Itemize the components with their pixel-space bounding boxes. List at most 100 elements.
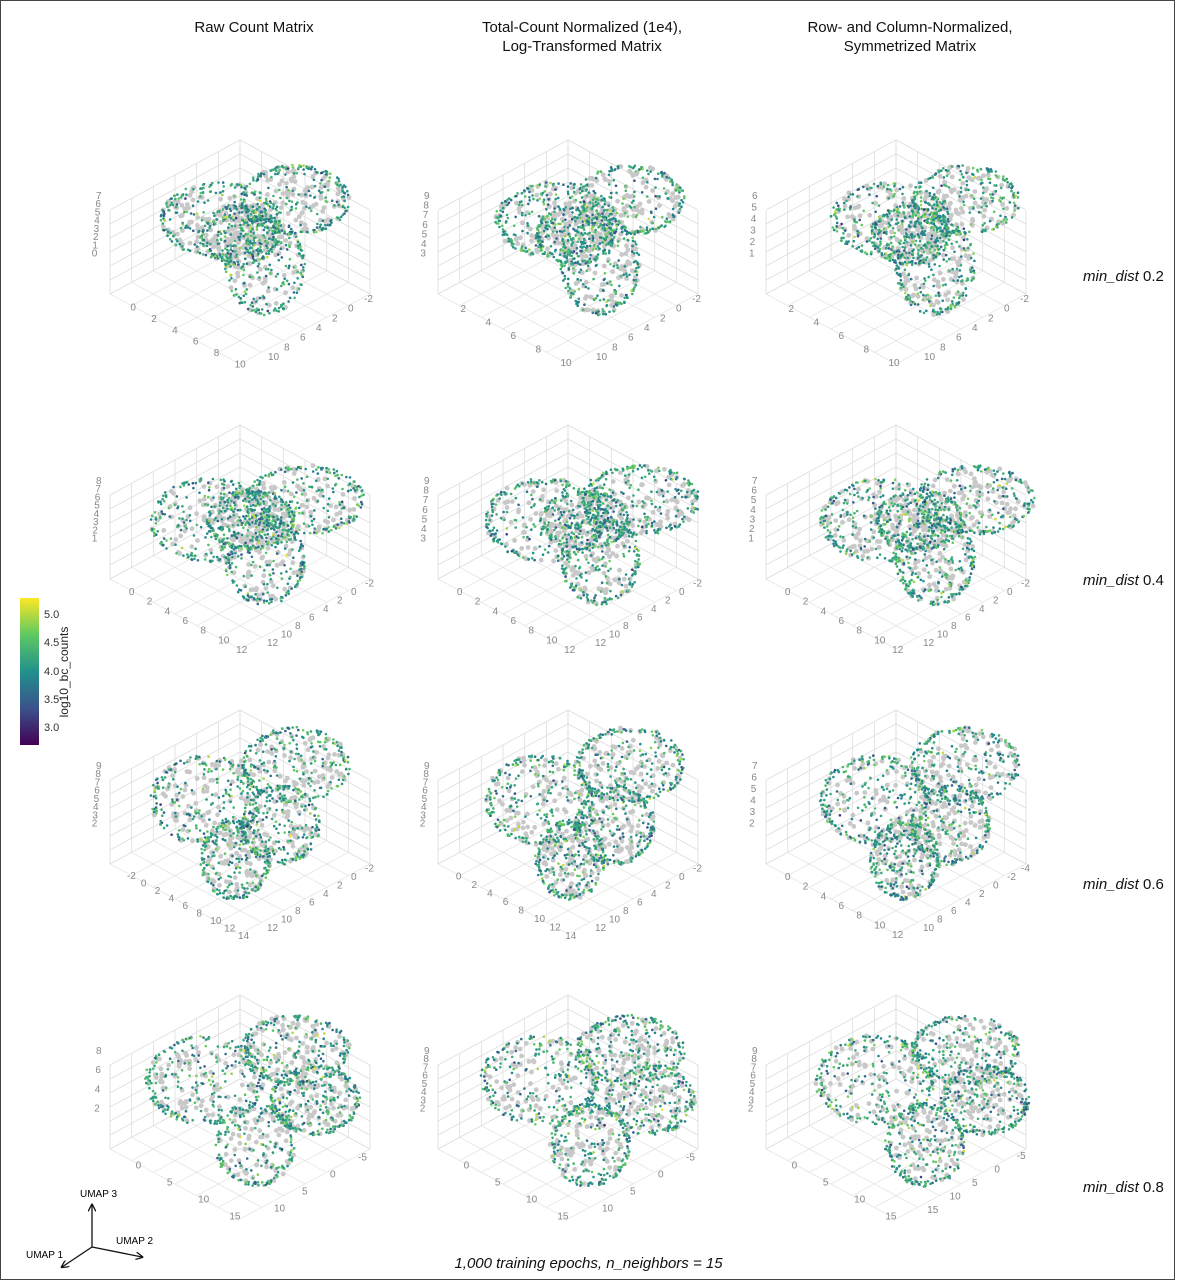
scatter-point	[179, 486, 182, 489]
scatter-point	[229, 273, 232, 276]
scatter-point	[185, 188, 188, 191]
scatter-point	[601, 236, 604, 239]
scatter-point	[626, 275, 629, 278]
scatter-point	[676, 183, 679, 186]
row-label-param: min_dist	[1083, 572, 1139, 589]
scatter-point	[991, 193, 994, 196]
scatter-point-null	[267, 303, 272, 308]
scatter-point	[301, 249, 304, 252]
scatter-point	[911, 254, 914, 257]
scatter-point	[664, 220, 667, 223]
scatter-point	[958, 245, 961, 248]
scatter-point-null	[640, 208, 645, 213]
scatter-point	[934, 215, 937, 218]
scatter-point	[251, 276, 254, 279]
scatter-point	[272, 473, 275, 476]
x-tick-label: 4	[172, 325, 178, 336]
scatter-point	[586, 221, 589, 224]
z-tick-label: 4	[751, 214, 757, 225]
scatter-point-null	[916, 294, 921, 299]
scatter-point-null	[310, 185, 315, 190]
scatter-point	[267, 286, 270, 289]
scatter-point	[937, 252, 940, 255]
scatter-point	[163, 500, 166, 503]
scatter-point	[555, 259, 558, 262]
scatter-point	[989, 182, 992, 185]
scatter-point	[189, 227, 192, 230]
scatter-point	[573, 290, 576, 293]
scatter-point	[962, 294, 965, 297]
scatter-point	[174, 198, 177, 201]
scatter-point	[888, 212, 891, 215]
scatter-point-null	[273, 597, 278, 602]
scatter-point	[924, 230, 927, 233]
scatter-point	[560, 268, 563, 271]
scatter-point	[578, 209, 581, 212]
scatter-point	[607, 204, 610, 207]
scatter-point	[612, 210, 615, 213]
scatter-point	[199, 242, 202, 245]
scatter-point	[223, 487, 226, 490]
scatter-point	[579, 217, 582, 220]
x-tick-label: 8	[864, 345, 870, 356]
scatter-point	[165, 539, 168, 542]
scatter-point	[243, 207, 246, 210]
scatter-point	[202, 184, 205, 187]
scatter-point-null	[281, 191, 286, 196]
scatter-point	[314, 185, 317, 188]
scatter-point	[221, 540, 224, 543]
scatter-point	[1010, 190, 1013, 193]
scatter-point	[606, 282, 609, 285]
scatter-point	[314, 168, 317, 171]
scatter-point	[184, 226, 187, 229]
scatter-point	[244, 257, 247, 260]
scatter-point	[286, 531, 289, 534]
scatter-point	[925, 259, 928, 262]
scatter-point	[925, 221, 928, 224]
scatter-point-null	[297, 214, 302, 219]
scatter-point	[910, 234, 913, 237]
scatter-point	[240, 267, 243, 270]
scatter-point	[595, 265, 598, 268]
scatter-point	[226, 245, 229, 248]
scatter-point-null	[175, 232, 180, 237]
scatter-point	[567, 290, 570, 293]
scatter-point	[902, 211, 905, 214]
scatter-point	[646, 226, 649, 229]
scatter-point	[276, 213, 279, 216]
scatter-point	[520, 200, 523, 203]
scatter-point	[527, 203, 530, 206]
scatter-point	[963, 247, 966, 250]
scatter-point	[237, 263, 240, 266]
scatter-point	[958, 276, 961, 279]
scatter-point	[499, 214, 502, 217]
scatter-point	[971, 173, 974, 176]
scatter-point	[239, 519, 242, 522]
scatter-point	[908, 236, 911, 239]
scatter-point	[965, 172, 968, 175]
scatter-point	[315, 480, 318, 483]
scatter-point	[965, 180, 968, 183]
scatter-point	[579, 279, 582, 282]
scatter-point-null	[867, 213, 872, 218]
scatter-point-null	[300, 210, 305, 215]
scatter-point	[251, 192, 254, 195]
scatter-point	[634, 241, 637, 244]
scatter-point	[956, 226, 959, 229]
scatter-point	[610, 166, 613, 169]
scatter-point	[322, 219, 325, 222]
scatter-point	[273, 309, 276, 312]
scatter-point	[243, 575, 246, 578]
scatter-point	[603, 298, 606, 301]
scatter-point	[654, 195, 657, 198]
scatter-point	[343, 200, 346, 203]
scatter-point	[570, 239, 573, 242]
scatter-point	[563, 230, 566, 233]
scatter-point	[280, 285, 283, 288]
scatter-point	[309, 194, 312, 197]
scatter-point	[181, 517, 184, 520]
scatter-point	[897, 266, 900, 269]
scatter-point	[861, 249, 864, 252]
scatter-point	[302, 482, 305, 485]
scatter-point	[960, 275, 963, 278]
